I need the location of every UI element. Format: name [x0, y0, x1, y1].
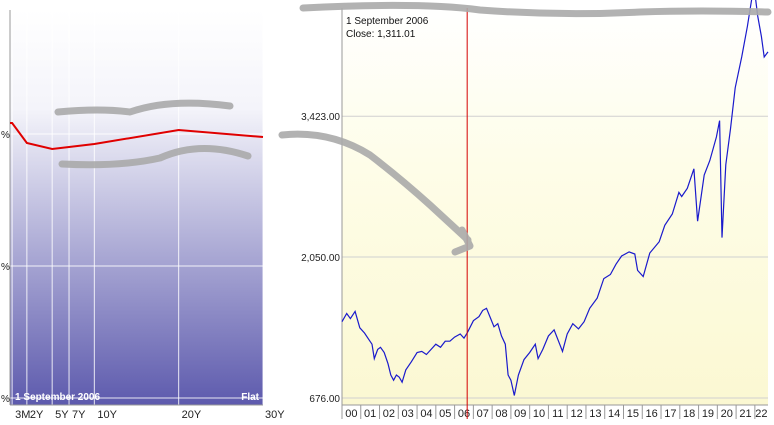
index-x-tick-label: 08 [495, 408, 507, 420]
yield-x-ticks: 3M 2Y 5Y 7Y 10Y 20Y 30Y [15, 409, 285, 421]
yield-grid [10, 10, 264, 405]
yield-y-tick-label: % [1, 262, 10, 273]
index-x-tick-label: 18 [683, 408, 695, 420]
index-x-tick-label: 01 [364, 408, 376, 420]
arrow-head [451, 226, 474, 256]
index-x-tick-label: 05 [439, 408, 451, 420]
index-x-tick-label: 15 [627, 408, 639, 420]
hand-drawn-annotations [54, 1, 772, 256]
yield-y-tick-label: % [1, 394, 10, 405]
yield-x-tick-label: 2Y [30, 409, 44, 421]
scribble-lower [58, 145, 252, 169]
index-x-tick-label: 13 [589, 408, 601, 420]
index-x-tick-label: 22 [755, 408, 767, 420]
cursor-close-label: Close: 1,311.01 [346, 29, 416, 40]
scribble-upper [54, 99, 234, 116]
index-x-tick-label: 11 [552, 408, 563, 420]
index-x-tick-label: 16 [646, 408, 658, 420]
index-x-tick-label: 03 [402, 408, 414, 420]
index-x-tick-label: 14 [608, 408, 620, 420]
yield-x-tick-label: 3M [15, 409, 30, 421]
index-x-ticks: 00 01 02 03 04 05 06 07 08 09 10 11 12 13 14 15 16 17 18 19… [341, 405, 768, 420]
index-x-tick-label: 21 [739, 408, 751, 420]
yield-curve-chart: 3M 2Y 5Y 7Y 10Y 20Y 30Y %%% 1 September 2006 F… [1, 10, 285, 421]
yield-overlay-status: Flat [241, 392, 259, 403]
index-x-tick-label: 07 [477, 408, 489, 420]
yield-plot-area [10, 10, 263, 405]
index-x-tick-label: 04 [420, 408, 432, 420]
index-x-tick-label: 06 [458, 408, 470, 420]
yield-x-tick-label: 10Y [97, 409, 117, 421]
index-x-tick-label: 09 [514, 408, 526, 420]
index-x-tick-label: 02 [383, 408, 395, 420]
arrow-curve [278, 130, 472, 244]
index-x-tick-label: 20 [721, 408, 733, 420]
index-grid [342, 115, 768, 399]
scribble-top [299, 1, 772, 18]
yield-x-tick-label: 5Y [55, 409, 69, 421]
cursor-date-label: 1 September 2006 [346, 16, 429, 27]
index-x-tick-label: 00 [345, 408, 357, 420]
yield-curve-line [10, 122, 264, 151]
yield-y-tick-label: % [1, 130, 10, 141]
index-x-tick-label: 19 [702, 408, 714, 420]
yield-x-tick-label: 7Y [72, 409, 86, 421]
index-plot-area [342, 8, 768, 405]
index-x-tick-label: 10 [533, 408, 545, 420]
index-y-ticks: 3,423.00 2,050.00 676.00 [301, 112, 340, 405]
yield-overlay-date: 1 September 2006 [15, 392, 100, 403]
index-x-tick-label: 17 [664, 408, 676, 420]
yield-y-ticks: %%% [1, 130, 10, 405]
index-price-line [341, 0, 769, 396]
yield-x-tick-label: 30Y [265, 409, 285, 421]
index-y-tick-label: 3,423.00 [301, 112, 340, 123]
index-y-tick-label: 676.00 [309, 394, 340, 405]
index-y-tick-label: 2,050.00 [301, 253, 340, 264]
yield-x-tick-label: 20Y [182, 409, 202, 421]
index-x-tick-label: 12 [570, 408, 582, 420]
